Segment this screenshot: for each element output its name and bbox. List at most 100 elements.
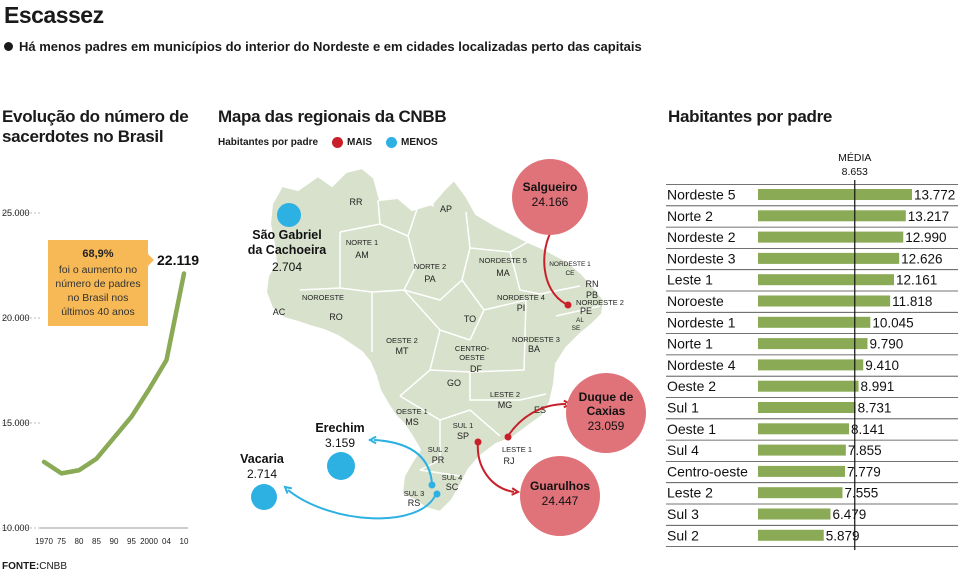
marker-erechim <box>428 481 436 489</box>
bar <box>758 338 868 350</box>
y-tick-label: 20.000 <box>2 313 30 323</box>
bar <box>758 295 891 307</box>
data-point <box>166 359 167 361</box>
bar-value-label: 7.779 <box>847 464 881 479</box>
x-tick-label: 04 <box>162 537 171 546</box>
region-border <box>407 198 435 237</box>
bar <box>758 465 845 477</box>
source-note: FONTE:CNBB <box>2 561 67 572</box>
region-border <box>377 199 381 225</box>
marker-salgueiro <box>564 301 572 309</box>
region-label: RO <box>329 312 343 322</box>
data-point <box>148 388 150 390</box>
region-border <box>469 372 547 401</box>
bar-value-label: 8.991 <box>861 379 895 394</box>
less-city-circle <box>327 452 355 480</box>
bar-value-label: 11.818 <box>892 294 932 309</box>
region-label: PR <box>432 455 445 465</box>
arrow-vacaria <box>287 489 437 520</box>
marker-vacaria <box>433 490 441 498</box>
region-label: MS <box>405 417 419 427</box>
annotation-line: foi o aumento no <box>59 264 137 276</box>
x-tick-label: 95 <box>127 537 136 546</box>
marker-duque-de-caxias <box>504 433 512 441</box>
source-name: CNBB <box>39 561 68 572</box>
category-label: Sul 3 <box>667 506 699 522</box>
region-label: SE <box>572 325 581 332</box>
bar <box>758 402 856 413</box>
bar-value-label: 9.790 <box>869 337 903 352</box>
bar-value-label: 10.045 <box>872 315 913 330</box>
y-tick-label: 25.000 <box>2 208 30 218</box>
region-label: AM <box>355 250 369 260</box>
category-label: Leste 1 <box>667 272 713 288</box>
bar-value-label: 8.731 <box>858 401 892 416</box>
category-label: Sul 4 <box>667 442 699 458</box>
region-label: RS <box>408 498 421 508</box>
bar <box>758 487 843 499</box>
category-label: Nordeste 5 <box>667 187 736 203</box>
map-landmass <box>264 166 606 514</box>
region-label: NORDESTE 3 <box>512 335 560 344</box>
bar <box>758 359 864 371</box>
more-city-name: Duque de <box>579 390 634 404</box>
arrow-head <box>511 487 521 496</box>
bar-value-label: 6.479 <box>832 507 866 522</box>
bar-value-label: 9.410 <box>865 358 899 373</box>
arrow-salgueiro <box>543 229 567 305</box>
bar <box>758 210 906 222</box>
x-tick-label: 85 <box>92 537 101 546</box>
region-label: SC <box>446 482 459 492</box>
region-label: RJ <box>504 456 515 466</box>
region-label: TO <box>464 314 476 324</box>
region-border <box>469 299 527 373</box>
average-label: MÉDIA <box>838 151 871 164</box>
region-label: CE <box>565 270 575 277</box>
end-value-label: 22.119 <box>157 252 199 268</box>
region-label: LESTE 2 <box>490 390 520 399</box>
bar-value-label: 7.855 <box>848 443 882 458</box>
region-border <box>419 469 461 477</box>
x-tick-label: 1970 <box>35 537 53 546</box>
region-label: OESTE <box>459 353 484 362</box>
bar <box>758 444 846 456</box>
region-label: NORDESTE 5 <box>479 256 527 265</box>
region-label: SP <box>457 431 469 441</box>
page-title: Escassez <box>4 2 104 28</box>
bar-value-label: 13.217 <box>908 209 949 224</box>
map-legend: Habitantes por padre MAIS MENOS <box>218 137 438 148</box>
category-label: Oeste 1 <box>667 421 716 437</box>
region-label: AL <box>576 317 584 324</box>
region-label: DF <box>470 364 482 374</box>
data-point <box>43 461 45 463</box>
arrow-head <box>367 435 377 445</box>
category-label: Nordeste 2 <box>667 229 736 245</box>
bar <box>758 508 831 520</box>
region-label: AC <box>273 307 286 317</box>
region-label: PI <box>517 303 526 313</box>
less-city-circle <box>277 203 301 227</box>
less-city-name: da Cachoeira <box>248 243 328 257</box>
less-city-name: São Gabriel <box>252 228 321 242</box>
subtitle: Há menos padres em municípios do interio… <box>4 39 642 54</box>
data-point <box>113 437 115 439</box>
region-label: PE <box>580 306 592 316</box>
region-label: NORTE 1 <box>346 238 378 247</box>
region-border <box>509 251 541 295</box>
bar <box>758 380 859 392</box>
bar-value-label: 12.990 <box>905 230 946 245</box>
legend-more-label: MAIS <box>347 137 373 148</box>
region-label: NORDESTE 1 <box>549 261 591 268</box>
x-tick-label: 90 <box>110 537 119 546</box>
more-city-name: Guarulhos <box>530 479 590 493</box>
bar-value-label: 5.879 <box>826 528 860 543</box>
data-point <box>61 472 62 474</box>
category-label: Noroeste <box>667 293 724 309</box>
less-city-name: Erechim <box>315 421 364 435</box>
category-label: Nordeste 1 <box>667 314 736 330</box>
region-label: BA <box>528 344 540 354</box>
annotation-line: últimos 40 anos <box>61 306 135 318</box>
arrow-erechim <box>373 439 433 485</box>
region-label: SUL 2 <box>428 445 449 454</box>
region-label: NORTE 2 <box>414 262 446 271</box>
